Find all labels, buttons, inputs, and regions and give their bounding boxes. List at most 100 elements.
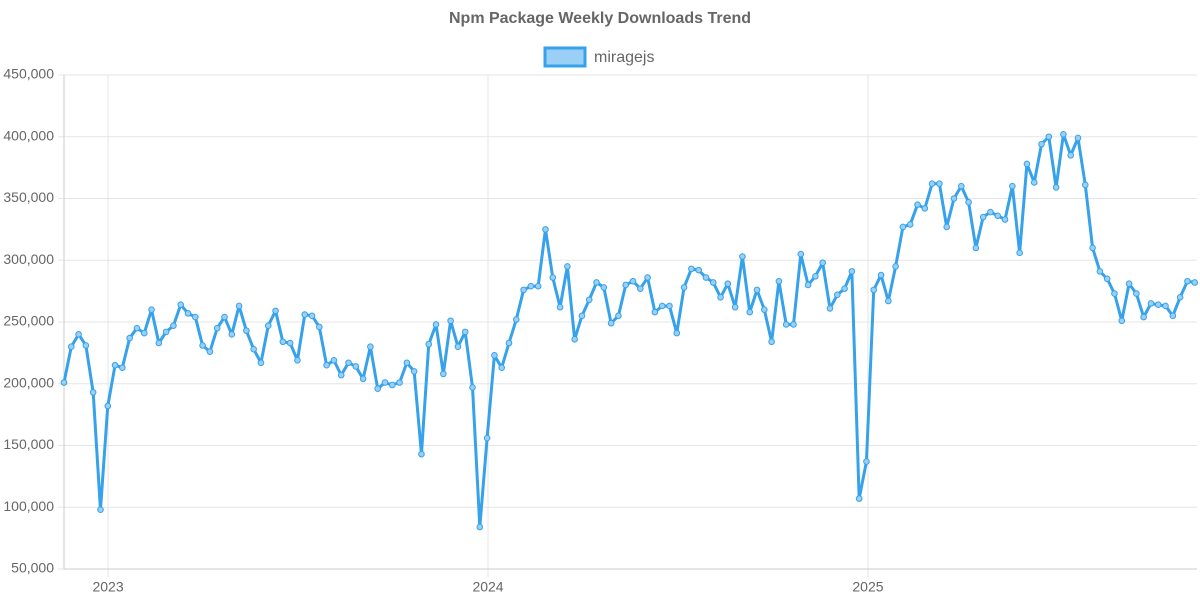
point	[680, 284, 688, 291]
point	[1103, 275, 1111, 283]
point	[804, 281, 812, 289]
point	[1001, 216, 1009, 223]
point	[943, 223, 950, 231]
point	[67, 343, 75, 351]
point	[184, 310, 192, 317]
point	[1133, 290, 1140, 297]
point	[483, 434, 491, 442]
y-tick-label: 250,000	[3, 313, 54, 329]
point	[607, 319, 615, 327]
point	[979, 213, 987, 221]
point	[899, 223, 907, 231]
point	[761, 306, 768, 313]
point	[381, 379, 389, 386]
point	[469, 384, 476, 391]
point	[994, 212, 1002, 220]
point	[1169, 312, 1177, 320]
point	[1118, 317, 1126, 325]
point	[461, 328, 469, 336]
y-tick-label: 50,000	[11, 560, 54, 576]
point	[1140, 313, 1147, 321]
point	[337, 371, 345, 379]
point	[987, 208, 994, 216]
point	[957, 182, 965, 190]
legend-swatch	[543, 46, 587, 68]
point	[666, 302, 673, 310]
point	[892, 263, 899, 270]
point	[1074, 134, 1082, 142]
point	[812, 273, 819, 280]
chart-title: Npm Package Weekly Downloads Trend	[449, 10, 751, 27]
point	[688, 265, 695, 273]
point	[345, 359, 352, 367]
y-tick-label: 150,000	[3, 436, 54, 452]
point	[724, 280, 732, 288]
point	[330, 356, 338, 364]
point	[170, 322, 177, 330]
y-tick-label: 100,000	[3, 498, 54, 514]
point	[425, 340, 433, 348]
point	[454, 343, 462, 351]
point	[367, 343, 374, 351]
x-tick-label: 2025	[852, 579, 883, 595]
point	[235, 302, 243, 310]
point	[658, 302, 666, 310]
point	[644, 274, 651, 281]
point	[432, 321, 440, 328]
point	[1045, 133, 1053, 141]
point	[1111, 290, 1118, 297]
point	[863, 458, 870, 465]
point	[790, 321, 797, 328]
point	[936, 180, 943, 187]
point	[855, 495, 863, 502]
point	[388, 381, 396, 389]
point	[1191, 279, 1199, 286]
point	[717, 294, 724, 301]
point	[819, 259, 826, 267]
point	[316, 323, 323, 331]
point	[192, 313, 199, 321]
point	[301, 311, 309, 318]
point	[885, 297, 892, 305]
point	[323, 361, 330, 369]
point	[585, 296, 593, 304]
point	[257, 359, 265, 367]
point	[833, 291, 841, 299]
point	[60, 379, 68, 386]
point	[418, 450, 425, 458]
point	[1009, 182, 1016, 190]
point	[695, 266, 702, 274]
point	[476, 523, 484, 531]
point	[921, 205, 929, 212]
point	[177, 301, 185, 309]
point	[746, 308, 754, 316]
point	[965, 198, 972, 206]
point	[775, 277, 783, 285]
point	[615, 312, 622, 320]
point	[673, 329, 681, 337]
point	[709, 279, 717, 286]
point	[126, 334, 133, 342]
point	[1060, 130, 1067, 138]
point	[359, 375, 367, 383]
point	[1184, 277, 1191, 285]
point	[250, 345, 257, 353]
y-tick-label: 450,000	[3, 66, 54, 82]
y-tick-label: 400,000	[3, 127, 54, 143]
point	[512, 316, 520, 323]
point	[352, 363, 360, 370]
point	[578, 312, 586, 320]
point	[294, 356, 301, 364]
point	[1147, 300, 1155, 307]
point	[1176, 294, 1184, 301]
point	[264, 322, 272, 330]
point	[505, 339, 513, 347]
y-tick-label: 350,000	[3, 189, 54, 205]
point	[1081, 181, 1089, 189]
y-tick-label: 200,000	[3, 374, 54, 390]
point	[739, 253, 746, 260]
x-tick-label: 2023	[92, 579, 123, 595]
legend-label: miragejs	[594, 49, 654, 66]
